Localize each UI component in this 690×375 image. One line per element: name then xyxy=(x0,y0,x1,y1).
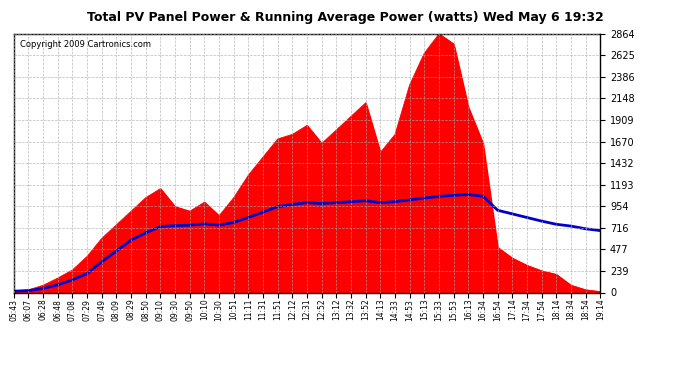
Text: Total PV Panel Power & Running Average Power (watts) Wed May 6 19:32: Total PV Panel Power & Running Average P… xyxy=(87,11,603,24)
Text: Copyright 2009 Cartronics.com: Copyright 2009 Cartronics.com xyxy=(19,40,150,49)
